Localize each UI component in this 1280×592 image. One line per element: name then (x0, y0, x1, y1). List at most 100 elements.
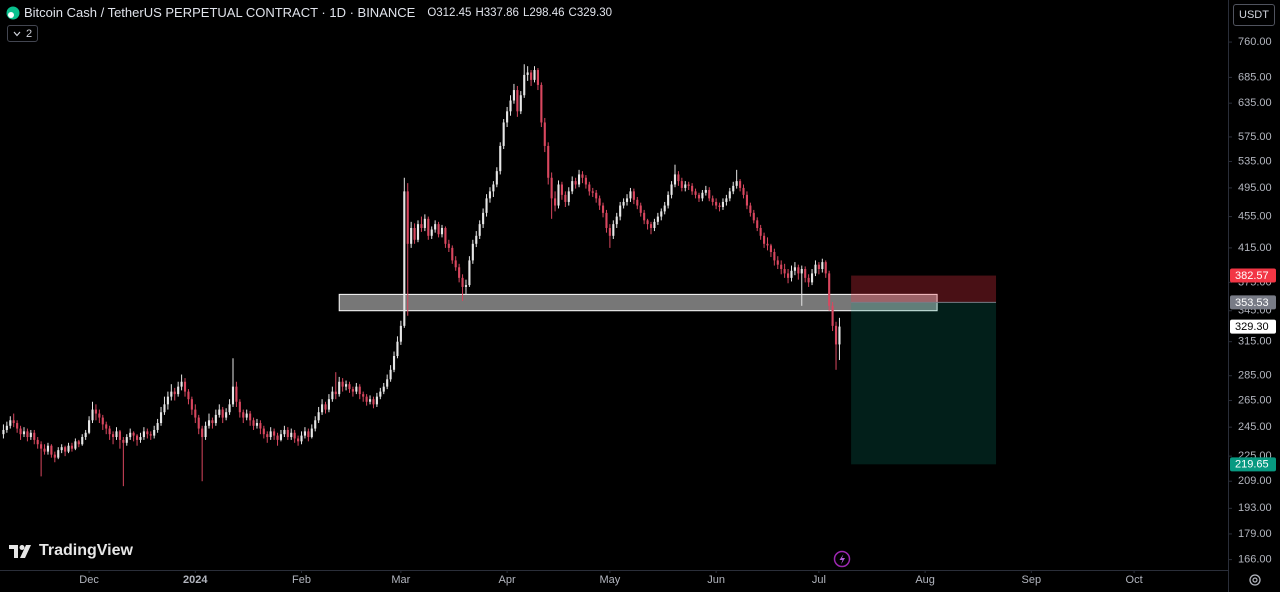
candle-body (36, 439, 39, 445)
candle-body (834, 325, 838, 345)
x-tick-label: Feb (292, 574, 311, 586)
candle-body (660, 211, 663, 217)
candle-body (166, 396, 169, 405)
candle-body (632, 191, 635, 200)
candle-body (194, 409, 197, 418)
brand-logo: TradingView (9, 542, 133, 560)
candle-body (612, 224, 615, 236)
candle-body (824, 262, 827, 274)
candle-body (297, 438, 300, 442)
target-zone (851, 302, 997, 465)
candle-body (649, 224, 653, 228)
settings-icon[interactable] (1249, 574, 1261, 586)
y-tick-label: 575.00 (1238, 131, 1272, 143)
candle-body (564, 194, 567, 202)
currency-button[interactable]: USDT (1233, 4, 1275, 26)
price-tag-label: 329.30 (1235, 321, 1269, 333)
candle-body (5, 425, 8, 430)
candle-body (214, 414, 217, 424)
price-tag (1230, 457, 1276, 472)
candle-body (550, 177, 553, 199)
candle-body (725, 198, 728, 202)
candle-body (509, 100, 512, 112)
candle-body (276, 435, 279, 440)
indicator-toggle[interactable]: 2 (7, 25, 39, 42)
candle-body (218, 409, 221, 415)
candle-body (530, 72, 533, 80)
candle-body (804, 269, 807, 278)
candle-body (235, 386, 238, 402)
candle-body (211, 420, 214, 424)
candle-body (739, 181, 742, 188)
x-tick-label: Dec (79, 574, 99, 586)
candle-body (516, 90, 519, 112)
field-value: 298.46 (529, 6, 565, 19)
candle-body (105, 424, 108, 429)
candle-body (225, 412, 228, 418)
candle-body (591, 191, 594, 193)
y-tick-label: 166.00 (1238, 554, 1272, 566)
currency: USDT (1239, 9, 1269, 21)
candle-body (403, 191, 406, 326)
candle-body (26, 431, 29, 438)
candle-body (831, 305, 834, 326)
candle-body (721, 201, 725, 207)
y-tick-label: 455.00 (1238, 210, 1272, 222)
candle-body (197, 417, 200, 429)
candle-body (101, 417, 104, 425)
candle-body (255, 423, 259, 426)
field-value: 337.86 (483, 6, 519, 19)
candle-body (691, 185, 694, 192)
symbol: Bitcoin Cash / TetherUS PERPETUAL CONTRA… (24, 5, 416, 20)
indicator-count: 2 (26, 27, 33, 40)
candle-body (19, 428, 22, 435)
ohlc-fields: O312.45 H337.86 L298.46 C329.30 (423, 7, 612, 19)
candle-body (57, 450, 60, 458)
candle-body (293, 432, 296, 439)
y-tick-label: 685.00 (1238, 71, 1272, 83)
y-tick-label: 209.00 (1238, 475, 1272, 487)
field-key: H (475, 6, 484, 19)
candle-body (149, 434, 152, 436)
candle-body (512, 90, 516, 101)
candle-body (810, 273, 814, 283)
candle-body (780, 264, 783, 270)
price-tag-label: 353.53 (1235, 297, 1269, 309)
candle-body (797, 267, 800, 274)
candle-body (262, 428, 265, 435)
candle-body (718, 205, 721, 207)
candle-body (790, 270, 793, 278)
candle-body (153, 429, 156, 436)
candle-body (571, 181, 574, 192)
candle-body (269, 431, 272, 438)
candle-body (372, 399, 375, 405)
candle-body (91, 409, 94, 421)
candle-body (386, 379, 389, 387)
candle-body (334, 391, 337, 395)
candle-body (499, 145, 502, 172)
candle-body (622, 201, 625, 206)
candle-body (704, 189, 707, 193)
candle-body (125, 437, 128, 443)
candle-body (170, 391, 173, 397)
candle-body (680, 181, 683, 188)
candle-body (742, 187, 745, 195)
candle-body (461, 277, 464, 287)
candle-body (670, 184, 673, 195)
events-icon[interactable] (833, 550, 851, 568)
candle-body (118, 431, 121, 440)
candle-body (139, 437, 142, 440)
candle-body (33, 432, 36, 440)
candle-body (821, 262, 824, 270)
candle-body (471, 243, 474, 261)
candle-body (108, 428, 111, 435)
candle-body (701, 192, 704, 199)
field-value: 312.45 (436, 6, 472, 19)
candle-body (12, 420, 15, 424)
candle-body (279, 434, 283, 440)
candle-body (375, 396, 378, 405)
legend: Bitcoin Cash / TetherUS PERPETUAL CONTRA… (6, 5, 612, 20)
candle-body (410, 227, 413, 244)
candle-body (427, 218, 430, 236)
